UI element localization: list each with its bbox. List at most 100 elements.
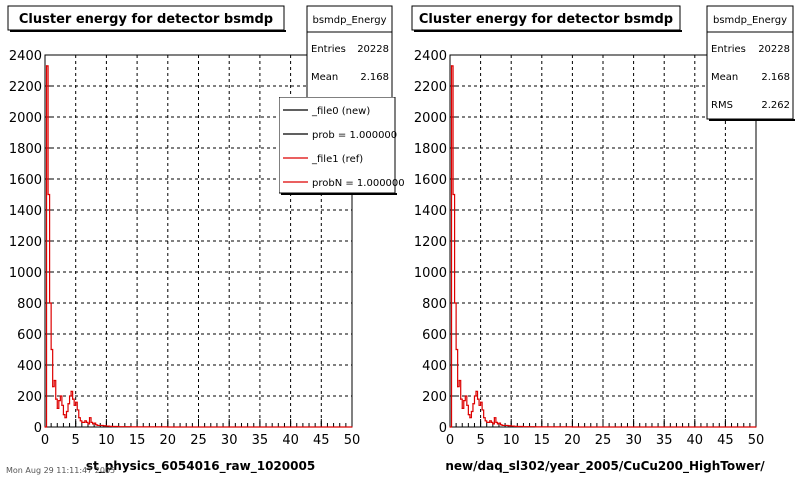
stats-row-label: Mean (311, 72, 338, 83)
histogram-bin (481, 409, 483, 411)
x-tick-label: 25 (595, 433, 612, 448)
histogram-bin (504, 424, 506, 427)
histogram-bin (65, 410, 68, 413)
histogram-bin (93, 422, 95, 424)
histogram-bin (499, 424, 502, 426)
histogram-bin (111, 425, 114, 428)
histogram-bin (493, 417, 495, 419)
histogram-bin (466, 404, 468, 406)
y-tick-label: 1200 (414, 235, 447, 250)
histogram-bin (501, 424, 503, 427)
stats-row-value: 20228 (357, 44, 389, 55)
histogram-bin (59, 395, 61, 397)
title-box-shadow (10, 30, 286, 32)
histogram-bin (478, 404, 480, 406)
x-axis-label: new/daq_sl302/year_2005/CuCu200_HighTowe… (445, 459, 765, 474)
legend-label: _file1 (ref) (311, 154, 363, 165)
histogram-bin (473, 395, 476, 397)
stats-name: bsmdp_Energy (312, 15, 386, 26)
histogram-bin (496, 423, 499, 425)
histogram-bin (78, 417, 80, 419)
stats-row-value: 2.168 (761, 72, 790, 83)
chart-title: Cluster energy for detector bsmdp (19, 12, 273, 27)
histogram-bin (99, 424, 101, 427)
histogram-bin (490, 421, 492, 423)
histogram-bin (453, 302, 456, 304)
histogram-bin (510, 425, 512, 427)
histogram-bin (85, 421, 88, 423)
x-tick-label: 35 (252, 433, 269, 448)
histogram-bin (460, 398, 462, 400)
histogram-bin (62, 414, 65, 416)
stats-box-shadow (709, 119, 795, 121)
legend-label: _file0 (new) (311, 106, 370, 117)
histogram-bin (469, 417, 471, 419)
histogram-bin (56, 407, 58, 409)
histogram-bin (463, 400, 465, 402)
histogram-bin (452, 193, 454, 196)
chart-panel-2: 0 5 10 15 20 25 30 35 40 45 50 0 200 400 600 800 1000 120… (411, 5, 795, 474)
y-tick-label: 400 (422, 359, 447, 374)
histogram-bin (498, 422, 500, 424)
histogram-bin (484, 420, 486, 422)
stats-row-value: 2.262 (761, 100, 790, 111)
chart-title: Cluster energy for detector bsmdp (419, 12, 673, 27)
y-tick-label: 2400 (9, 49, 42, 64)
histogram-bin (513, 425, 515, 427)
stats-box-frame (706, 5, 794, 120)
histogram-bin (475, 390, 477, 392)
histogram-bin (450, 65, 453, 67)
histogram-bin (49, 302, 51, 304)
histogram-bin (507, 425, 509, 427)
x-tick-label: 10 (503, 433, 520, 448)
histogram-bin (73, 404, 75, 406)
y-tick-label: 200 (17, 390, 42, 405)
y-tick-label: 2000 (9, 111, 42, 126)
histogram-bin (55, 398, 57, 400)
y-tick-label: 200 (422, 390, 447, 405)
histogram-bin (68, 395, 71, 397)
legend-shadow (281, 193, 397, 195)
y-tick-label: 2400 (414, 49, 447, 64)
histogram-bin (571, 426, 574, 428)
x-tick-label: 5 (476, 433, 484, 448)
histogram-bin (70, 390, 72, 392)
histogram-bin (118, 426, 120, 428)
x-tick-label: 0 (41, 433, 49, 448)
stats-row-label: Entries (711, 44, 746, 55)
histogram-bin (486, 421, 488, 423)
histogram-bin (76, 409, 78, 411)
histogram-bin (502, 424, 505, 427)
histogram-bin (136, 426, 138, 428)
y-tick-label: 800 (422, 297, 447, 312)
histogram-bin (476, 398, 479, 400)
y-tick-label: 600 (17, 328, 42, 343)
histogram-bin (61, 404, 63, 406)
stats-row-label: RMS (711, 100, 733, 111)
stats-row-label: Mean (711, 72, 738, 83)
x-tick-label: 40 (282, 433, 299, 448)
title-box (7, 5, 285, 31)
stats-box: bsmdp_Energy Entries 20228 Mean 2.168 RMS 2.26… (706, 5, 795, 121)
histogram-bin (88, 417, 91, 419)
y-tick-label: 1800 (414, 142, 447, 157)
histogram-bin (755, 426, 757, 428)
histogram-bin (105, 425, 107, 427)
histogram-bin (64, 417, 66, 419)
x-tick-label: 30 (625, 433, 642, 448)
y-tick-label: 800 (17, 297, 42, 312)
y-tick-label: 2000 (414, 111, 447, 126)
histogram-bin (492, 423, 494, 425)
histogram-bin (90, 421, 92, 423)
histogram-bin (167, 426, 169, 428)
x-tick-label: 5 (72, 433, 80, 448)
histogram-bin (455, 348, 457, 351)
histogram-bin (79, 420, 81, 422)
y-tick-label: 0 (34, 421, 42, 436)
histogram-bin (470, 410, 473, 413)
histogram-bin (457, 386, 459, 388)
x-tick-label: 25 (190, 433, 207, 448)
y-tick-label: 2200 (9, 80, 42, 95)
x-tick-label: 50 (748, 433, 765, 448)
histogram-bin (96, 424, 98, 427)
